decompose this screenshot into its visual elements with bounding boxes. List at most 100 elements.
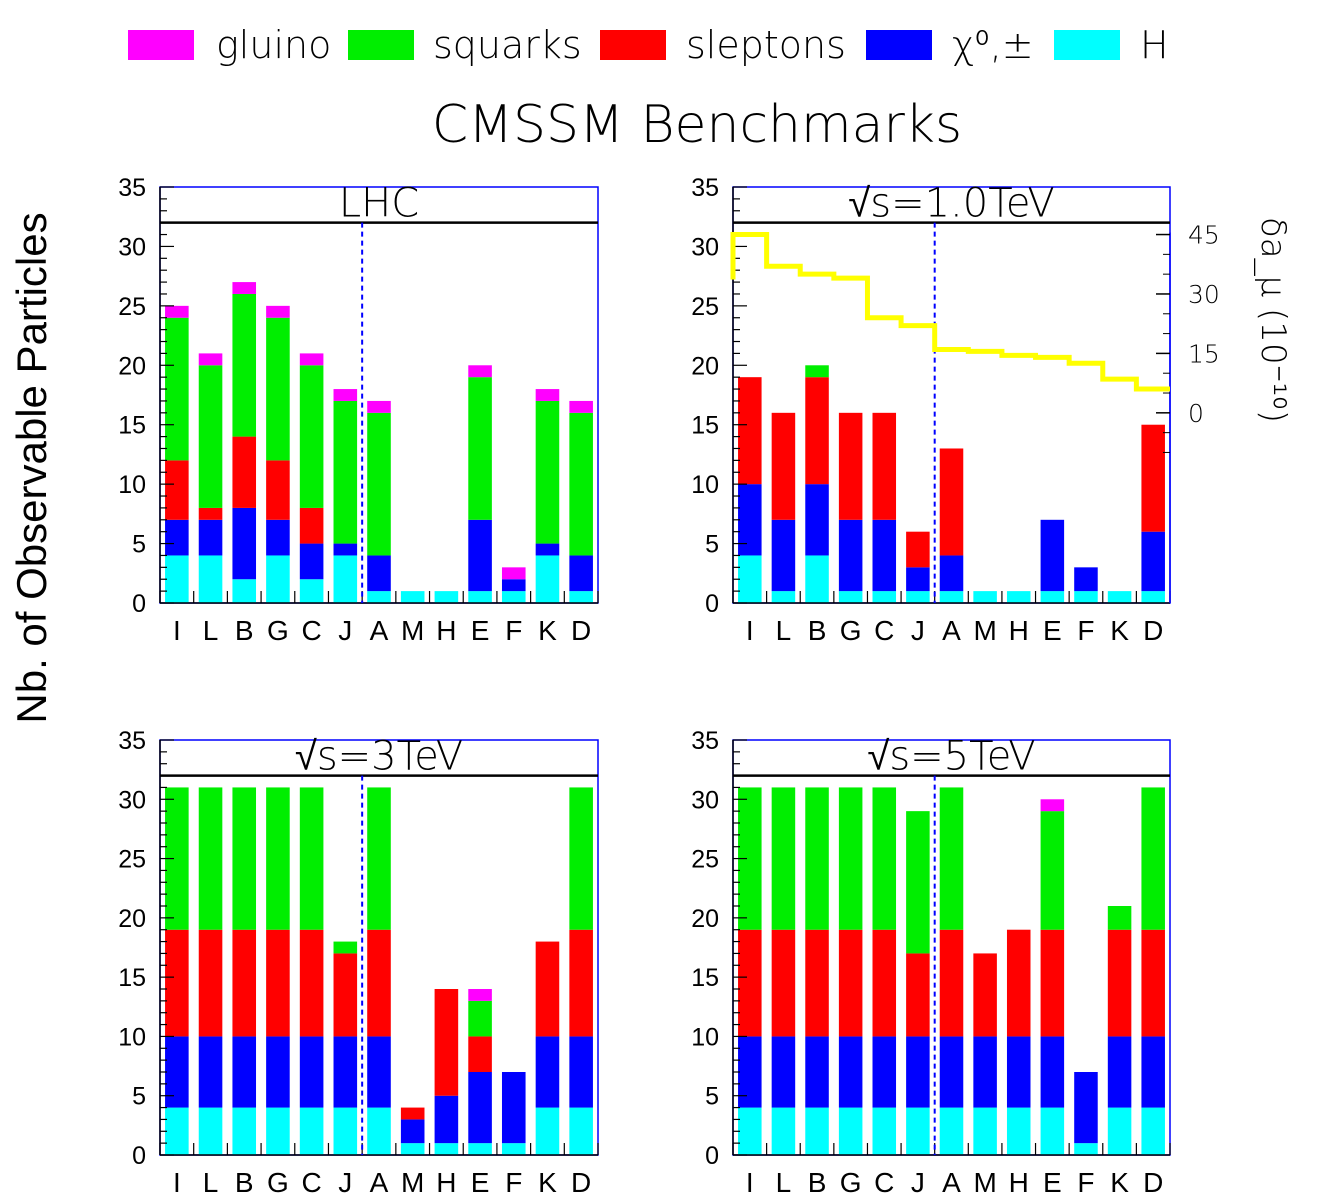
bar-L-3 [198, 365, 223, 508]
bar-M-0 [400, 591, 425, 603]
bar-H-0 [1006, 1107, 1031, 1155]
y-tick-label: 30 [691, 233, 719, 261]
bar-G-0 [266, 555, 290, 603]
bar-M-1 [973, 1036, 997, 1108]
x-tick-label: B [808, 615, 827, 646]
bar-I-3 [165, 787, 189, 930]
bar-C-2 [872, 412, 897, 520]
bar-B-0 [232, 579, 257, 603]
x-tick-label: I [746, 615, 754, 646]
bar-K-4 [535, 389, 560, 401]
legend-swatch-0 [128, 30, 194, 60]
bar-G-1 [266, 1036, 290, 1108]
bar-J-3 [906, 811, 930, 954]
bar-C-0 [872, 1107, 897, 1155]
x-tick-label: L [776, 615, 792, 646]
y-tick-label: 30 [118, 233, 146, 261]
bar-L-0 [771, 591, 796, 603]
bar-J-1 [906, 1036, 930, 1108]
x-tick-label: M [973, 1167, 996, 1194]
bar-B-2 [232, 929, 257, 1037]
bar-K-0 [535, 555, 560, 603]
y-tick-label: 10 [691, 1023, 719, 1051]
bar-F-4 [501, 567, 526, 580]
bar-G-2 [838, 412, 863, 520]
bar-J-0 [333, 555, 358, 603]
bar-L-0 [771, 1107, 796, 1155]
bar-L-2 [771, 412, 796, 520]
y-tick-label: 35 [118, 727, 146, 755]
bar-A-3 [939, 787, 964, 930]
bar-B-2 [805, 929, 829, 1037]
x-tick-label: H [1009, 615, 1029, 646]
bar-G-3 [266, 317, 290, 461]
bar-L-4 [198, 353, 223, 366]
bar-J-2 [906, 531, 930, 568]
bar-E-1 [468, 519, 492, 592]
bar-L-3 [771, 787, 796, 930]
bar-C-1 [872, 1036, 897, 1108]
right-tick-label: 15 [1188, 339, 1220, 368]
y-tick-label: 35 [691, 727, 719, 755]
bar-I-0 [738, 555, 762, 603]
bar-D-3 [569, 412, 593, 556]
bar-K-0 [1107, 1107, 1132, 1155]
bar-E-4 [468, 989, 492, 1001]
y-tick-label: 30 [691, 786, 719, 814]
right-tick-label: 30 [1188, 280, 1220, 309]
bar-J-0 [906, 591, 930, 603]
bar-B-3 [232, 293, 257, 437]
bar-B-1 [805, 1036, 829, 1108]
legend-swatch-3 [866, 30, 932, 60]
bar-I-1 [165, 1036, 189, 1108]
bar-G-2 [266, 460, 290, 520]
bar-H-0 [1006, 591, 1031, 603]
y-tick-label: 0 [132, 590, 146, 618]
bar-J-1 [906, 567, 930, 592]
legend-label-1: squarks [433, 23, 582, 67]
bar-L-3 [198, 787, 223, 930]
bar-B-0 [232, 1107, 257, 1155]
bar-I-4 [165, 305, 189, 318]
y-tick-label: 10 [118, 1023, 146, 1051]
bar-B-3 [805, 787, 829, 930]
bar-F-0 [501, 1143, 526, 1155]
bar-L-0 [198, 1107, 223, 1155]
y-tick-label: 35 [118, 174, 146, 202]
bar-K-3 [1107, 906, 1132, 930]
y-tick-label: 35 [691, 174, 719, 202]
bar-I-2 [738, 929, 762, 1037]
x-tick-label: I [173, 615, 181, 646]
y-tick-label: 0 [705, 590, 719, 618]
bar-B-2 [232, 436, 257, 508]
bar-A-4 [367, 400, 391, 413]
bar-L-0 [198, 555, 223, 603]
bar-B-4 [232, 282, 257, 294]
bar-M-0 [400, 1143, 425, 1155]
bar-J-3 [333, 941, 358, 954]
bar-C-0 [299, 579, 324, 603]
bar-C-1 [299, 543, 324, 580]
x-tick-label: I [173, 1167, 181, 1194]
bar-G-2 [266, 929, 290, 1037]
bar-I-2 [738, 377, 762, 485]
bar-J-1 [333, 1036, 358, 1108]
bar-D-4 [569, 400, 593, 413]
bar-I-0 [165, 1107, 189, 1155]
x-tick-label: B [235, 1167, 254, 1194]
right-axis: 45 30 15 0 δa_μ (10⁻¹⁰) [1156, 217, 1293, 603]
legend-label-2: sleptons [686, 23, 846, 67]
bar-L-2 [198, 929, 223, 1037]
x-tick-label: H [436, 1167, 456, 1194]
panel-title: √s=5TeV [867, 734, 1035, 780]
panel-title: LHC [339, 181, 419, 227]
bar-G-3 [838, 787, 863, 930]
bar-E-2 [468, 1036, 492, 1072]
bar-D-2 [1141, 424, 1165, 532]
bar-D-3 [569, 787, 593, 930]
y-tick-label: 20 [118, 352, 146, 380]
bar-K-2 [1107, 929, 1132, 1037]
bar-E-3 [468, 377, 492, 520]
bar-E-1 [468, 1072, 492, 1144]
